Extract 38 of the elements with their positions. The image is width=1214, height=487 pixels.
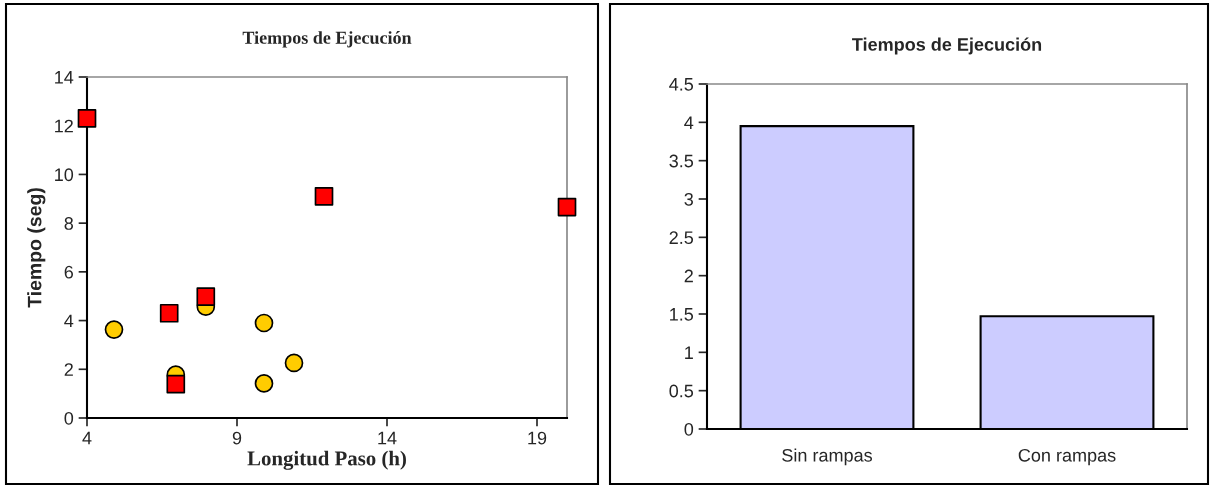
chart-title: Tiempos de Ejecución [852, 37, 1042, 55]
y-tick-label: 2 [684, 269, 693, 283]
chart-title: Tiempos de Ejecución [242, 31, 412, 48]
point [557, 197, 577, 217]
y-tick-label: 0 [64, 411, 74, 425]
y-tick-label: 6 [64, 265, 74, 279]
point [254, 313, 274, 333]
y-tick-label: 0 [684, 422, 694, 436]
point [77, 109, 97, 128]
x-axis-title: Longitud Paso (h) [247, 450, 406, 470]
y-tick-label: 3 [684, 192, 694, 206]
x-tick-label: Con rampas [1018, 448, 1116, 466]
point [166, 374, 186, 394]
y-tick-label: 4.5 [669, 78, 694, 91]
point [196, 287, 216, 307]
point [159, 303, 179, 323]
y-tick-label: 8 [64, 217, 74, 230]
y-tick-label: 14 [55, 71, 74, 84]
y-tick-label: 12 [55, 119, 73, 133]
point [314, 187, 334, 206]
point [104, 320, 124, 339]
y-tick-label: 4 [64, 314, 74, 328]
point [284, 353, 304, 373]
x-tick-label: 14 [378, 431, 397, 445]
x-tick-label: 19 [528, 431, 547, 445]
y-tick-label: 1.5 [670, 308, 694, 321]
y-tick-label: 2 [64, 363, 73, 376]
x-tick-label: 4 [82, 431, 92, 445]
y-tick-label: 3.5 [669, 154, 694, 168]
x-tick-label: Sin rampas [782, 448, 873, 466]
y-tick-label: 10 [55, 168, 74, 182]
y-tick-label: 0.5 [669, 384, 694, 398]
y-tick-label: 2.5 [669, 231, 694, 245]
point [254, 374, 274, 393]
y-tick-label: 1 [685, 346, 693, 359]
y-axis-title: Tiempo (seg) [27, 188, 46, 308]
x-tick-label: 9 [232, 431, 242, 445]
y-tick-label: 4 [684, 116, 694, 129]
